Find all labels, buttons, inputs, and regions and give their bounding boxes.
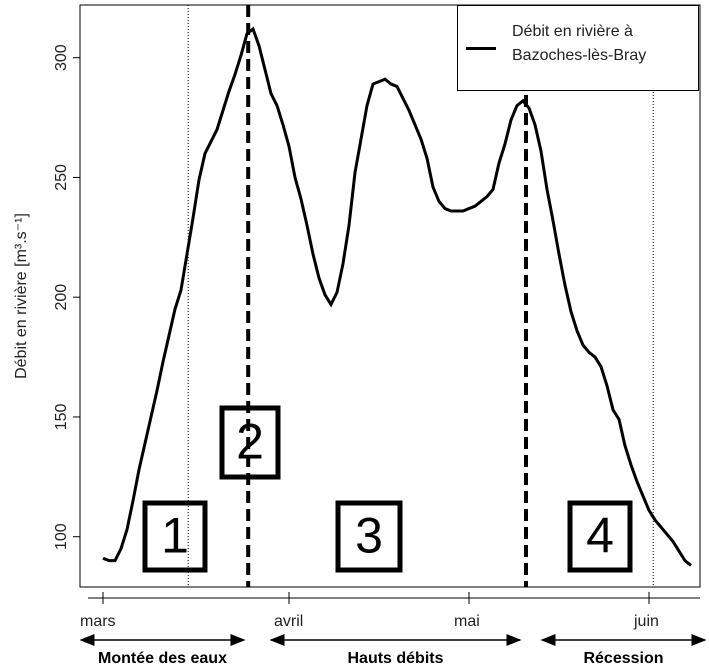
x-tick-label: mai: [454, 613, 480, 630]
phase-label: Montée des eaux: [98, 650, 227, 667]
annotation-box: [567, 500, 633, 573]
annotation: 3: [355, 508, 383, 564]
x-tick-label: avril: [274, 613, 303, 630]
phase-label: Hauts débits: [347, 650, 443, 667]
annotation-box: [219, 405, 281, 480]
annotation: 2: [236, 414, 264, 470]
annotation: 1: [161, 508, 189, 564]
legend: Débit en rivière à Bazoches-lès-Bray: [457, 5, 699, 91]
x-tick-label: mars: [80, 613, 116, 630]
x-tick-label: juin: [633, 613, 659, 630]
data-line: [102, 26, 692, 567]
y-tick-label: 200: [53, 284, 70, 311]
y-tick-label: 150: [53, 404, 70, 431]
phase-label: Récession: [583, 650, 663, 667]
y-axis-label: Débit en rivière [m³.s⁻¹]: [13, 213, 30, 379]
legend-swatch: [466, 47, 496, 50]
y-tick-label: 250: [53, 164, 70, 191]
y-tick-label: 300: [53, 44, 70, 71]
annotation-box: [142, 500, 208, 573]
annotation: 4: [586, 508, 614, 564]
legend-label: Débit en rivière à Bazoches-lès-Bray: [512, 23, 647, 64]
plot-frame: [79, 4, 701, 588]
annotation-box: [335, 500, 403, 573]
y-tick-label: 100: [53, 523, 70, 550]
